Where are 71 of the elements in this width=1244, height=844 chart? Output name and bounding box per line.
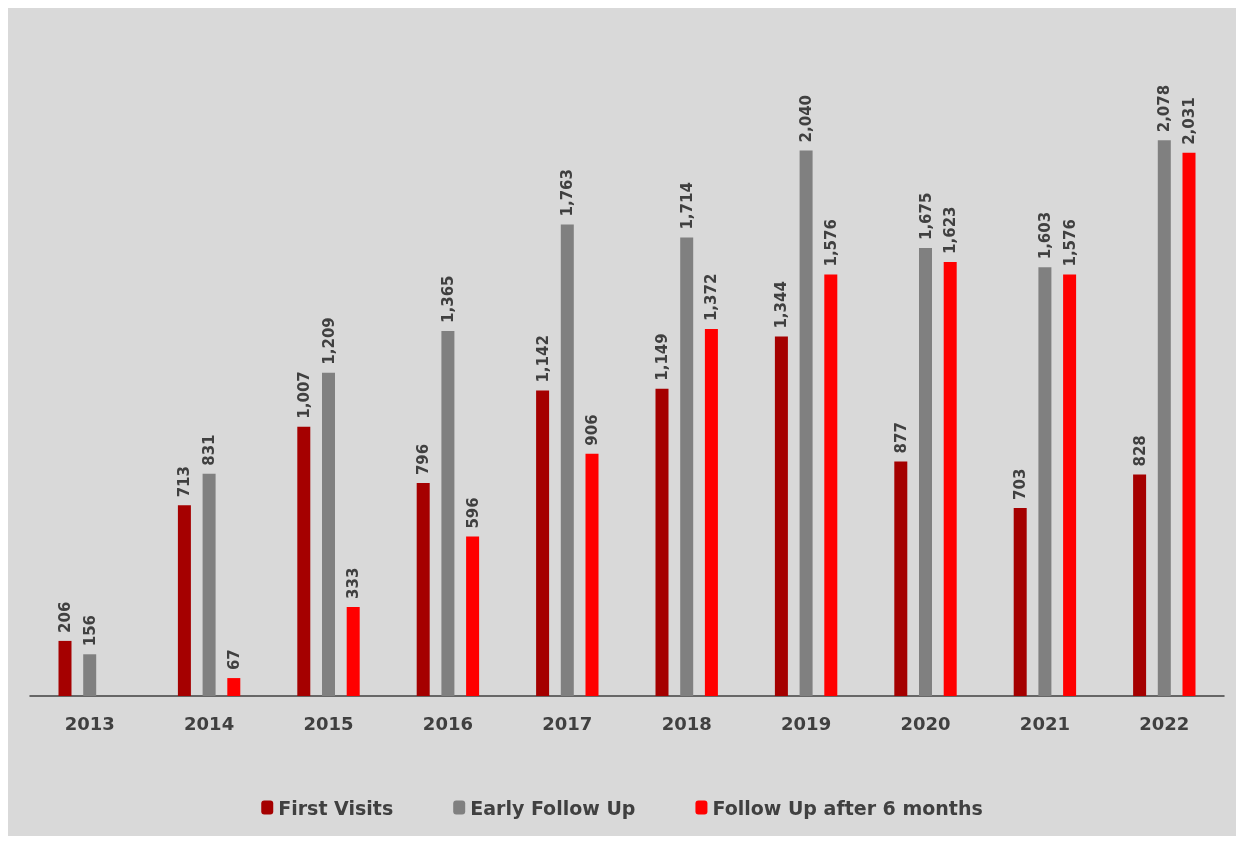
bar [297,426,311,696]
data-label: 713 [175,466,194,498]
data-label: 156 [80,614,99,647]
data-label: 2,078 [1155,84,1174,133]
x-tick-label: 2016 [422,712,473,734]
x-tick-label: 2018 [661,712,712,734]
data-label: 1,714 [677,182,696,230]
bar [202,473,216,696]
data-label: 1,149 [653,333,671,381]
legend-label: Follow Up after 6 months [712,796,983,819]
data-label: 596 [463,497,482,529]
bar [680,237,694,696]
data-label: 877 [891,422,910,454]
bar [894,461,908,696]
data-label: 828 [1130,435,1149,467]
x-tick-label: 2014 [184,712,235,734]
bar [322,372,335,696]
data-label: 1,209 [319,317,338,365]
data-label: 1,344 [772,281,791,329]
bar [1157,140,1171,696]
bar [774,336,788,696]
data-label: 906 [583,414,601,446]
bar [466,536,480,696]
bar [83,654,97,696]
data-label: 1,623 [941,206,960,254]
bar [1038,267,1052,696]
data-label: 1,576 [1060,219,1079,267]
data-label: 831 [200,434,219,466]
bar [346,606,360,696]
bar [585,453,599,696]
data-label: 1,603 [1035,211,1054,260]
x-tick-label: 2015 [303,712,354,734]
data-label: 1,142 [533,335,552,383]
data-label: 703 [1011,468,1030,500]
bar [1133,474,1147,696]
bar [704,329,718,696]
bar [655,388,669,696]
data-label: 1,372 [702,273,721,322]
x-tick-label: 2019 [781,712,832,734]
legend-label: First Visits [278,796,394,819]
bar [943,261,957,696]
bar [227,678,241,696]
x-tick-label: 2017 [542,712,593,734]
data-label: 333 [344,567,363,599]
data-label: 2,031 [1180,97,1198,145]
bar [536,390,550,696]
bar [58,640,72,696]
bar [560,224,574,696]
bar [919,248,932,696]
data-label: 206 [56,601,74,633]
data-label: 2,040 [797,94,816,143]
data-label: 796 [414,443,433,476]
legend-label: Early Follow Up [470,796,636,819]
data-label: 67 [224,649,243,671]
bar [177,505,191,696]
data-label: 1,675 [916,192,935,241]
bar [799,150,813,696]
x-tick-label: 2013 [64,712,115,734]
data-label: 1,007 [294,371,313,419]
bar [1182,152,1196,696]
data-label: 1,576 [821,219,840,267]
bar [441,330,455,696]
data-label: 1,763 [558,169,577,217]
bar [824,274,838,696]
bar [1013,507,1027,696]
x-tick-label: 2020 [900,712,951,734]
bar [416,483,430,696]
x-tick-label: 2021 [1019,712,1070,734]
x-tick-label: 2022 [1139,712,1190,734]
bar [1063,274,1077,696]
data-label: 1,365 [438,275,457,323]
